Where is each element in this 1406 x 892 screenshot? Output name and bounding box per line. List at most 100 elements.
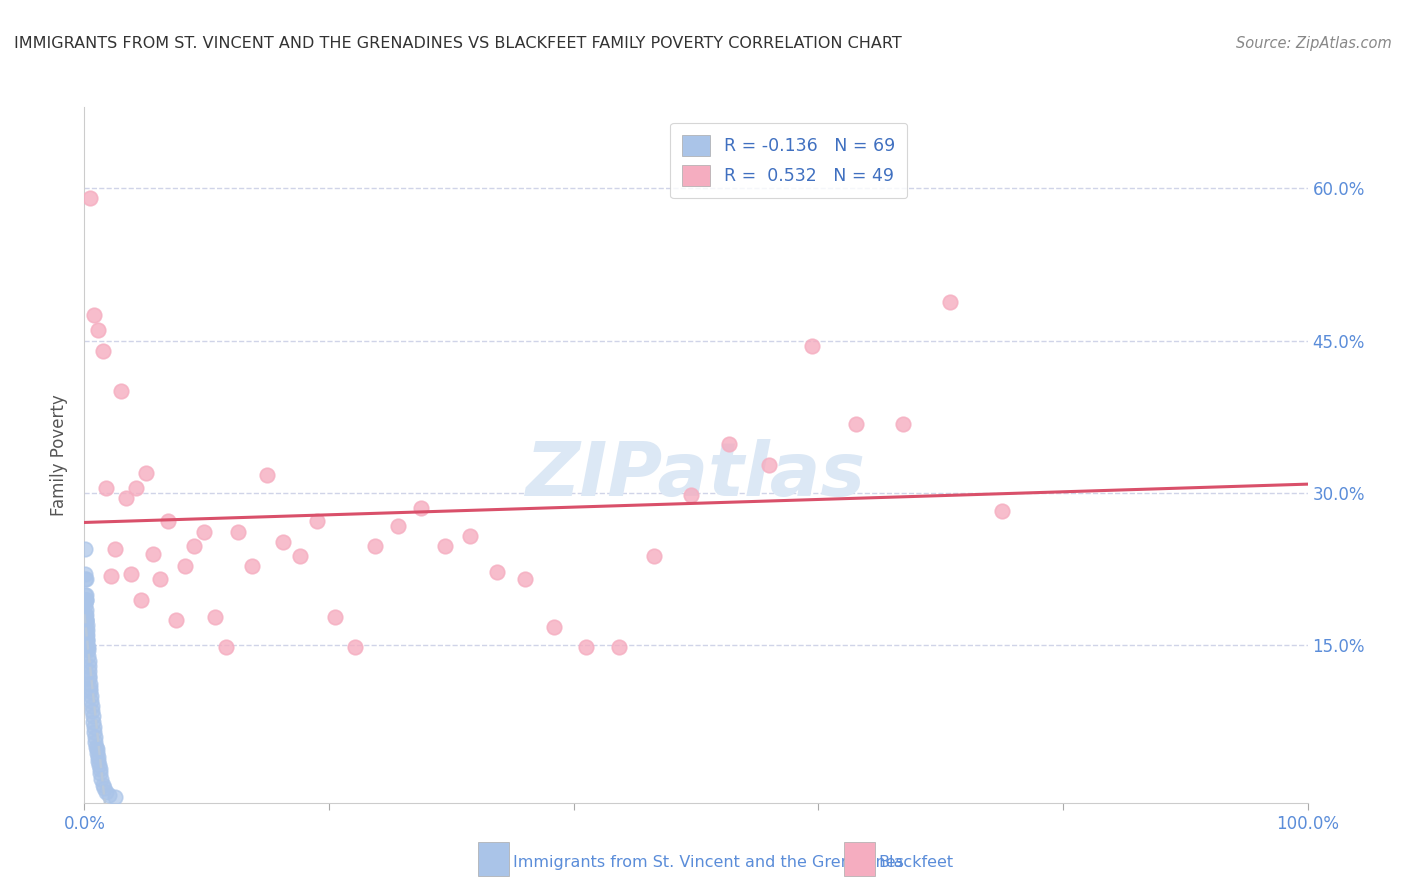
- Point: [681, 488, 703, 502]
- Point: [104, 541, 127, 556]
- Point: [115, 491, 138, 505]
- Point: [73, 633, 96, 648]
- Point: [79, 681, 101, 695]
- Point: [271, 534, 294, 549]
- Point: [75, 607, 97, 622]
- Point: [97, 788, 120, 802]
- Point: [87, 758, 110, 772]
- Point: [434, 539, 457, 553]
- Point: [90, 772, 112, 787]
- Point: [135, 466, 157, 480]
- Point: [387, 518, 409, 533]
- Point: [513, 572, 536, 586]
- Point: [75, 588, 97, 602]
- Point: [76, 640, 98, 655]
- Point: [75, 613, 97, 627]
- Point: [76, 633, 98, 648]
- Point: [77, 664, 100, 678]
- Point: [87, 754, 110, 768]
- Point: [165, 613, 187, 627]
- Point: [543, 620, 565, 634]
- Point: [129, 592, 152, 607]
- Point: [83, 720, 105, 734]
- Point: [86, 746, 108, 760]
- Point: [89, 762, 111, 776]
- Point: [643, 549, 665, 563]
- Point: [79, 191, 101, 205]
- Point: [607, 640, 630, 655]
- Point: [256, 467, 278, 482]
- Y-axis label: Family Poverty: Family Poverty: [51, 394, 69, 516]
- Point: [77, 669, 100, 683]
- Point: [86, 742, 108, 756]
- Point: [183, 539, 205, 553]
- Point: [83, 308, 105, 322]
- Point: [991, 504, 1014, 518]
- Point: [73, 572, 96, 586]
- Point: [76, 623, 98, 637]
- Point: [75, 633, 97, 648]
- Point: [110, 384, 132, 399]
- Point: [73, 592, 96, 607]
- Point: [76, 628, 98, 642]
- Point: [758, 458, 780, 472]
- Point: [288, 549, 311, 563]
- Point: [193, 524, 215, 539]
- Point: [125, 481, 148, 495]
- Point: [409, 501, 432, 516]
- Point: [939, 295, 962, 310]
- Point: [79, 671, 101, 685]
- Point: [75, 598, 97, 612]
- Point: [77, 658, 100, 673]
- Point: [240, 559, 263, 574]
- Point: [82, 709, 104, 723]
- Point: [845, 417, 868, 431]
- Point: [104, 789, 127, 804]
- Point: [76, 639, 98, 653]
- Point: [343, 640, 366, 655]
- Point: [82, 705, 104, 719]
- Point: [149, 572, 172, 586]
- Text: Source: ZipAtlas.com: Source: ZipAtlas.com: [1236, 36, 1392, 51]
- Point: [80, 689, 103, 703]
- Point: [87, 324, 110, 338]
- Point: [80, 694, 103, 708]
- Point: [87, 750, 110, 764]
- Point: [73, 541, 96, 556]
- Point: [75, 623, 97, 637]
- Point: [77, 654, 100, 668]
- Point: [173, 559, 195, 574]
- Point: [100, 569, 122, 583]
- Point: [891, 417, 914, 431]
- Point: [84, 735, 107, 749]
- Point: [75, 592, 97, 607]
- Point: [75, 607, 97, 622]
- Point: [76, 633, 98, 648]
- Point: [79, 677, 101, 691]
- Point: [228, 524, 250, 539]
- Point: [717, 437, 740, 451]
- Point: [75, 613, 97, 627]
- Point: [75, 618, 97, 632]
- Point: [89, 766, 111, 780]
- Point: [120, 567, 142, 582]
- Point: [75, 588, 97, 602]
- Point: [77, 640, 100, 655]
- Point: [215, 640, 238, 655]
- Point: [458, 529, 481, 543]
- Point: [75, 603, 97, 617]
- Point: [75, 613, 97, 627]
- Point: [84, 739, 107, 754]
- Point: [93, 780, 115, 795]
- Point: [77, 648, 100, 663]
- Point: [96, 784, 118, 798]
- Point: [142, 547, 165, 561]
- Point: [75, 628, 97, 642]
- Point: [83, 730, 105, 744]
- Point: [79, 684, 101, 698]
- Point: [75, 592, 97, 607]
- Point: [76, 643, 98, 657]
- Point: [75, 628, 97, 642]
- Point: [323, 610, 346, 624]
- Point: [575, 640, 598, 655]
